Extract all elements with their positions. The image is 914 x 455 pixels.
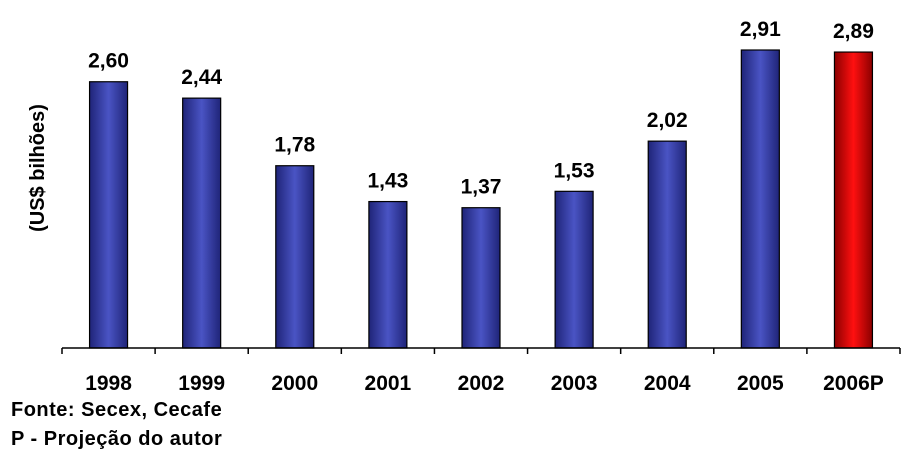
bar-2004 — [647, 140, 687, 349]
data-label: 2,44 — [181, 66, 222, 89]
data-label: 2,89 — [833, 20, 874, 43]
bar-1998 — [88, 81, 129, 349]
data-label: 1,78 — [274, 134, 315, 157]
bar-2001 — [368, 200, 408, 349]
data-label: 2,60 — [88, 50, 129, 73]
data-label: 1,37 — [461, 176, 502, 199]
x-tick-label: 2003 — [551, 372, 598, 395]
bar-2006P — [833, 51, 874, 349]
x-tick-label: 2000 — [271, 372, 318, 395]
data-label: 2,02 — [647, 109, 688, 132]
x-tick-label: 2001 — [365, 372, 412, 395]
data-label: 1,53 — [554, 159, 595, 182]
x-tick-label: 2005 — [737, 372, 784, 395]
source-note: Fonte: Secex, Cecafe — [11, 399, 223, 421]
x-tick-label: 2006P — [823, 372, 884, 395]
bar-2000 — [275, 165, 315, 349]
x-tick-label: 1998 — [85, 372, 132, 395]
bar-1999 — [182, 97, 222, 349]
data-label: 1,43 — [367, 170, 408, 193]
bar-2002 — [461, 207, 501, 349]
bar-2003 — [554, 190, 594, 349]
y-axis-label: (US$ bilhões) — [27, 104, 49, 232]
bar-2005 — [740, 49, 780, 349]
x-tick-label: 1999 — [178, 372, 225, 395]
x-tick-label: 2002 — [458, 372, 505, 395]
bar-chart: 2,60 1998 2,44 1999 1,78 2000 1,43 2001 1,37 2002… — [27, 18, 901, 395]
projection-note: P - Projeção do autor — [11, 428, 223, 450]
data-label: 2,91 — [740, 18, 781, 41]
x-tick-label: 2004 — [644, 372, 691, 395]
